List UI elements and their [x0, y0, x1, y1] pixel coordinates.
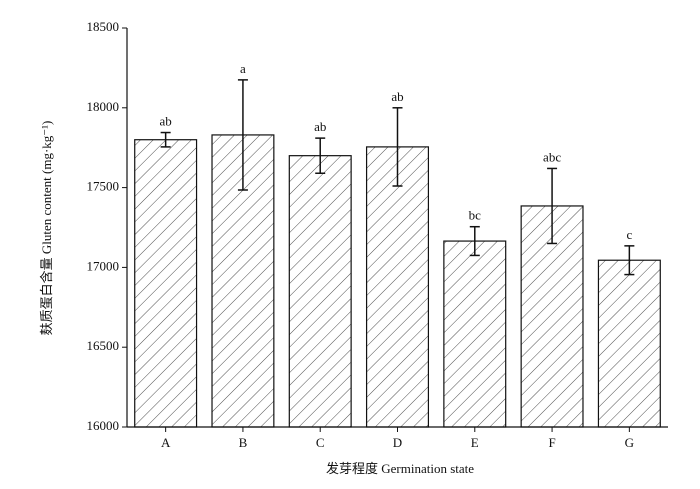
significance-label: ab	[160, 114, 172, 129]
x-tick-label: F	[548, 435, 555, 450]
bar	[288, 155, 352, 428]
bar	[365, 146, 430, 428]
y-tick-label: 18500	[87, 19, 120, 34]
y-axis-label: 麸质蛋白含量 Gluten content (mg·kg⁻¹)	[39, 121, 54, 336]
significance-label: a	[240, 61, 246, 76]
y-tick-label: 16000	[87, 418, 120, 433]
y-tick-label: 17000	[87, 258, 120, 273]
bar	[443, 240, 507, 428]
bar	[597, 259, 661, 428]
x-axis-label: 发芽程度 Germination state	[326, 461, 474, 476]
significance-label: abc	[543, 149, 561, 164]
y-tick-label: 18000	[87, 99, 120, 114]
x-tick-label: D	[393, 435, 402, 450]
significance-label: ab	[391, 89, 403, 104]
significance-label: ab	[314, 119, 326, 134]
x-tick-label: E	[471, 435, 479, 450]
significance-label: c	[626, 227, 632, 242]
x-tick-label: G	[625, 435, 634, 450]
y-tick-label: 17500	[87, 179, 120, 194]
y-tick-label: 16500	[87, 338, 120, 353]
x-tick-label: A	[161, 435, 171, 450]
x-tick-label: C	[316, 435, 325, 450]
x-tick-label: B	[239, 435, 248, 450]
bar	[134, 139, 198, 428]
significance-label: bc	[469, 208, 482, 223]
